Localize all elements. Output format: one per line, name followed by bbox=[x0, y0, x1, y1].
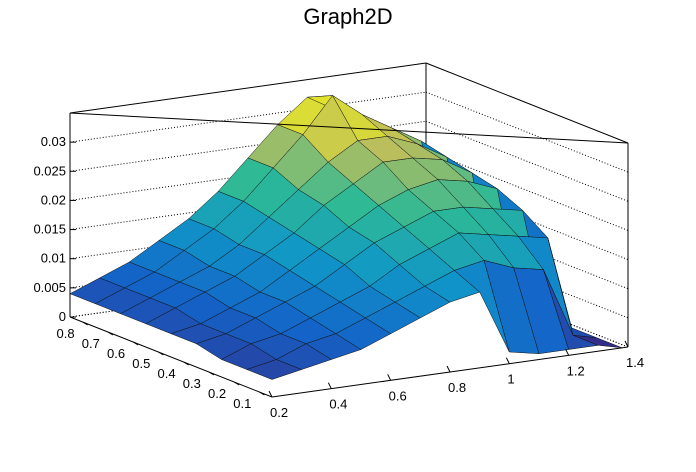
z-tick-label: 0 bbox=[59, 309, 66, 324]
z-axis: 0 0.005 0.01 0.015 0.02 0.025 0.03 bbox=[33, 134, 76, 324]
z-tick-label: 0.015 bbox=[33, 222, 66, 237]
y-tick bbox=[132, 341, 139, 346]
x-tick bbox=[565, 349, 570, 356]
x-tick-label: 1.4 bbox=[626, 355, 644, 370]
x-tick bbox=[624, 340, 629, 348]
z-tick-label: 0.03 bbox=[41, 134, 66, 149]
z-tick-label: 0.02 bbox=[41, 192, 66, 207]
surface-cell bbox=[573, 335, 623, 349]
box-edge bbox=[425, 62, 629, 144]
x-tick-label: 1 bbox=[507, 372, 514, 387]
surface-mesh bbox=[69, 95, 623, 380]
y-tick-label: 0.1 bbox=[233, 396, 251, 411]
box-edge bbox=[69, 316, 273, 398]
x-axis: 0.2 0.4 0.6 0.8 1 1.2 1.4 bbox=[268, 340, 644, 420]
x-tick-label: 0.4 bbox=[329, 397, 347, 412]
x-tick-label: 1.2 bbox=[567, 363, 585, 378]
z-tick-label: 0.01 bbox=[41, 251, 66, 266]
box-edge bbox=[69, 112, 629, 144]
grid-line bbox=[425, 149, 629, 231]
x-tick-label: 0.8 bbox=[448, 380, 466, 395]
y-tick-label: 0.4 bbox=[158, 366, 176, 381]
y-tick bbox=[107, 331, 114, 336]
grid-line bbox=[425, 120, 629, 202]
x-tick-label: 0.2 bbox=[270, 405, 288, 420]
chart-title: Graph2D bbox=[303, 4, 392, 29]
box-edge bbox=[69, 62, 427, 114]
x-tick bbox=[387, 374, 392, 381]
y-tick bbox=[259, 391, 265, 396]
y-tick bbox=[82, 321, 88, 326]
y-tick-label: 0.2 bbox=[208, 386, 226, 401]
z-tick-label: 0.005 bbox=[33, 280, 66, 295]
z-tick-label: 0.025 bbox=[33, 163, 66, 178]
x-tick bbox=[327, 382, 332, 389]
y-tick bbox=[158, 351, 164, 356]
x-tick bbox=[268, 390, 273, 398]
y-tick-label: 0.5 bbox=[132, 356, 150, 371]
x-tick bbox=[446, 365, 451, 373]
y-tick-label: 0.3 bbox=[183, 376, 201, 391]
x-tick bbox=[505, 357, 510, 364]
y-tick-label: 0.6 bbox=[107, 346, 125, 361]
y-axis: 0.1 0.2 0.3 0.4 0.5 0.6 0.7 0.8 bbox=[57, 321, 265, 411]
y-tick bbox=[183, 361, 189, 366]
grid-line bbox=[425, 91, 629, 173]
y-tick bbox=[233, 381, 240, 386]
x-tick-label: 0.6 bbox=[389, 388, 407, 403]
y-tick-label: 0.7 bbox=[82, 336, 100, 351]
y-tick-label: 0.8 bbox=[57, 326, 75, 341]
y-tick bbox=[208, 371, 215, 376]
